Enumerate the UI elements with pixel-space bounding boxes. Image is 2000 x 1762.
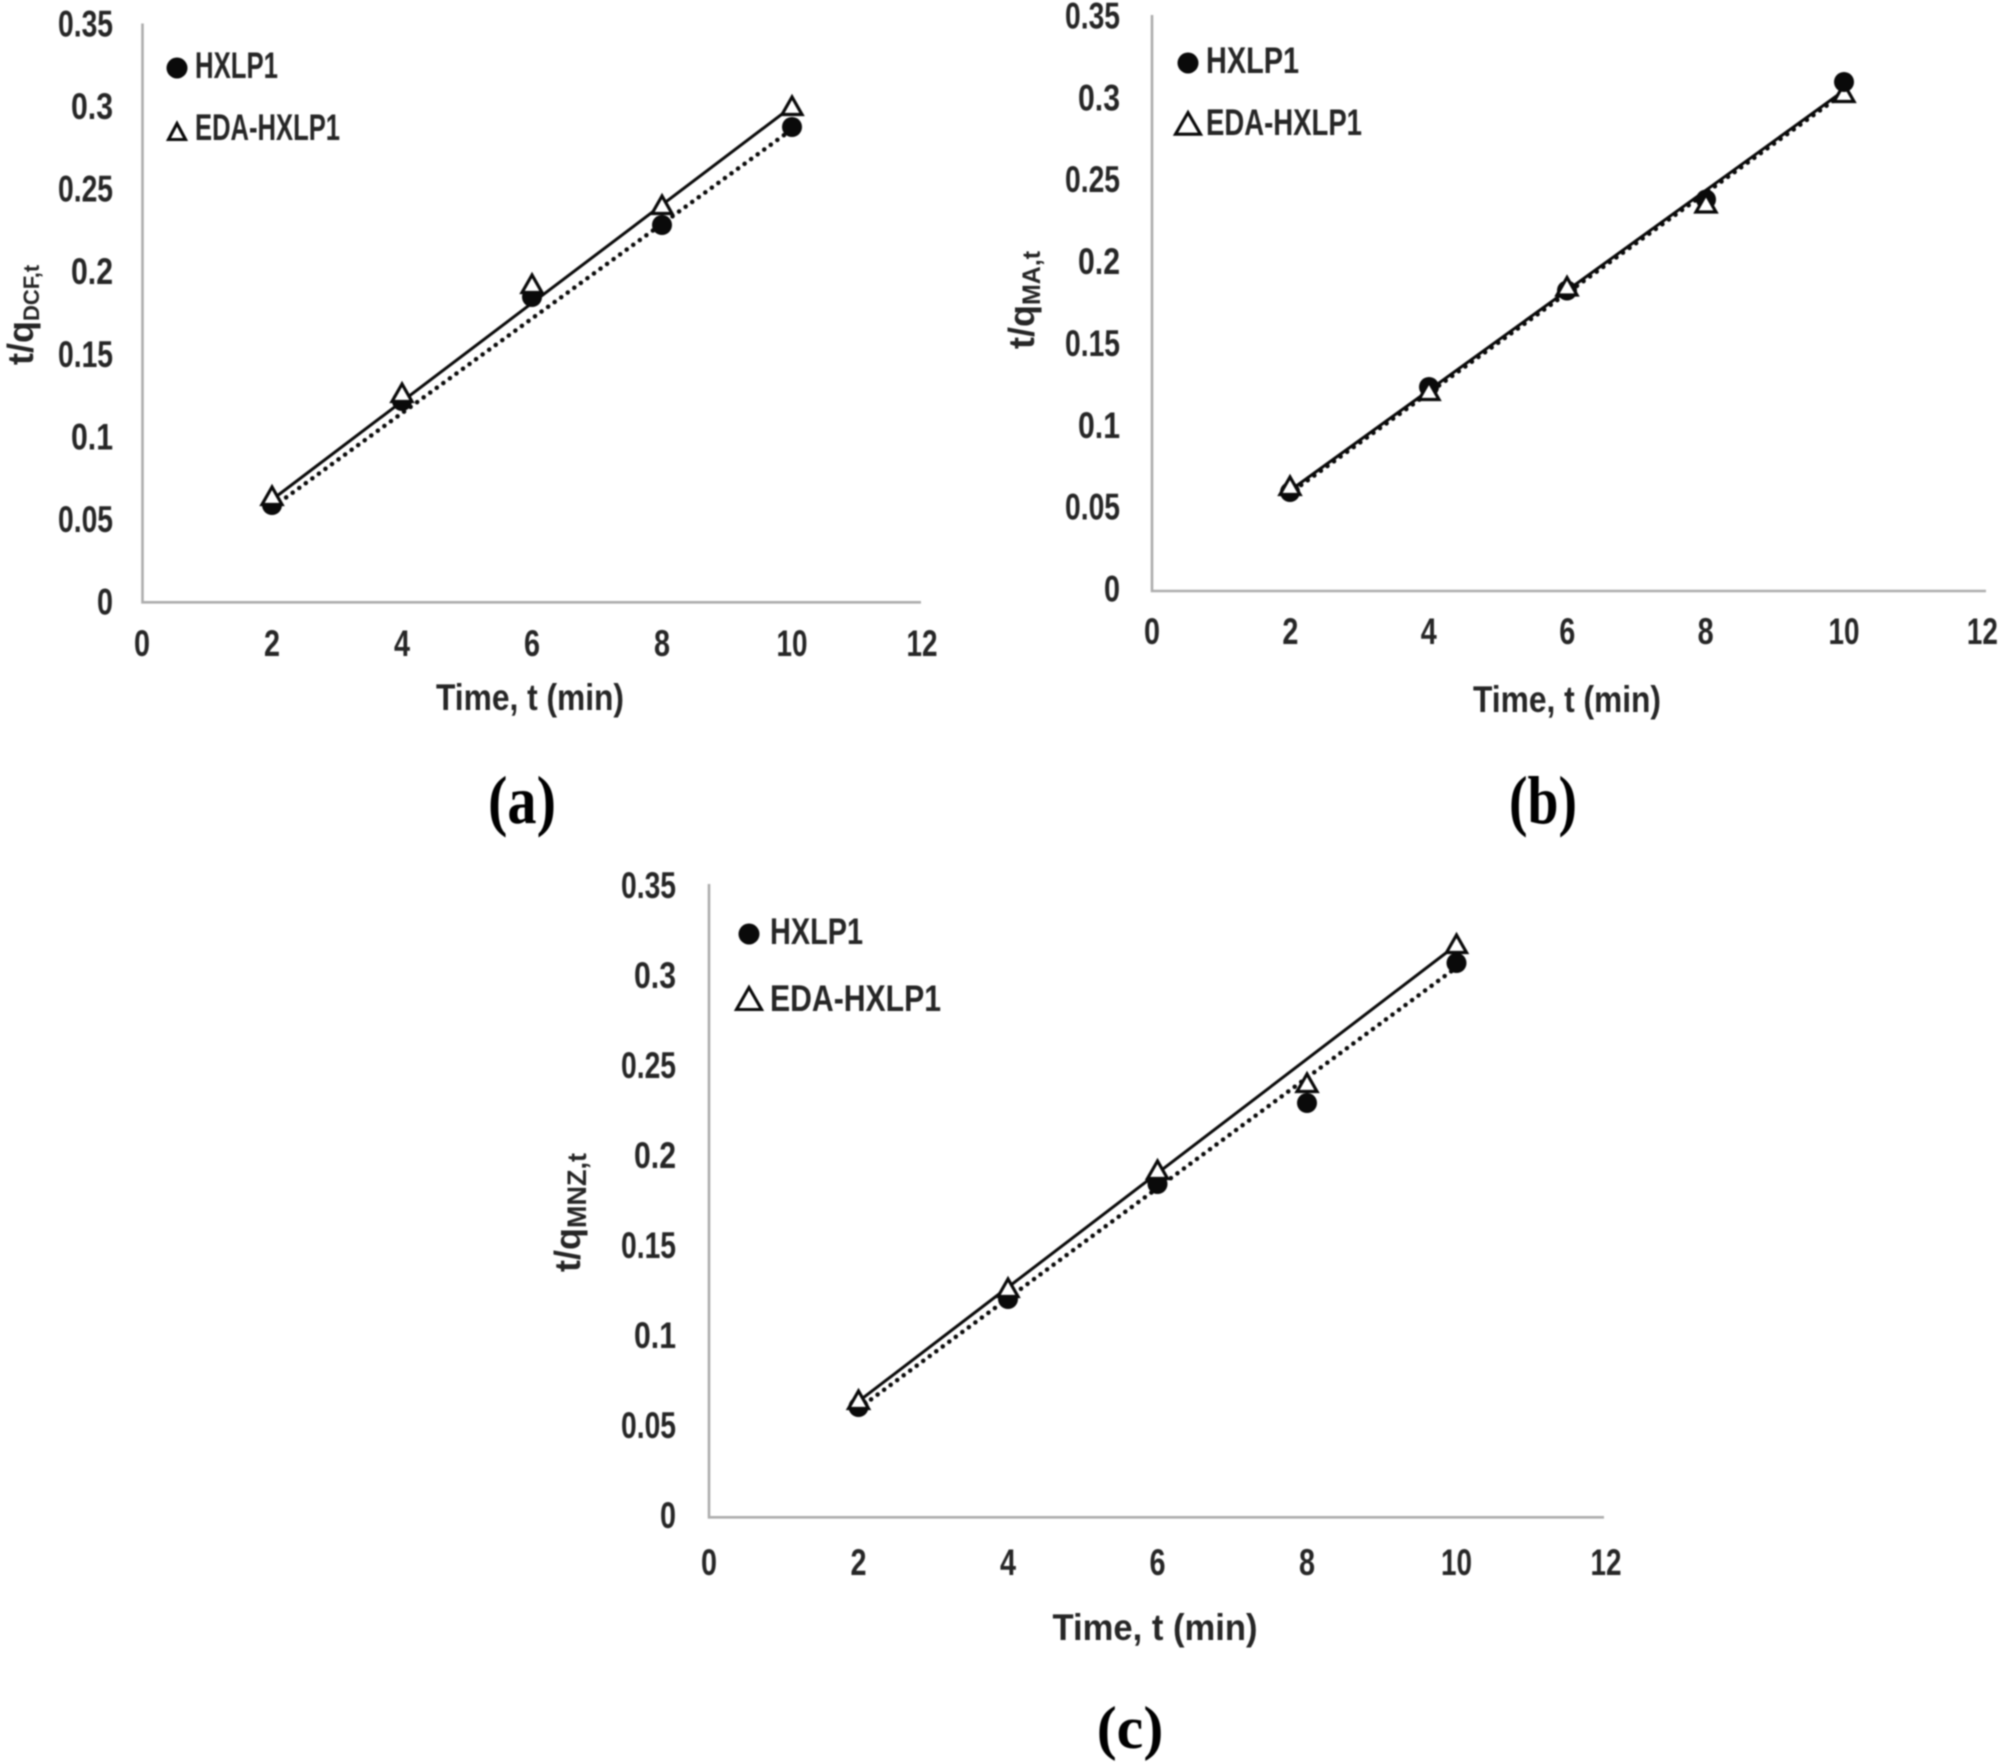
svg-text:0.1: 0.1	[634, 1315, 676, 1356]
svg-text:EDA-HXLP1: EDA-HXLP1	[195, 107, 340, 148]
svg-text:HXLP1: HXLP1	[195, 45, 278, 86]
svg-text:10: 10	[777, 623, 808, 664]
svg-text:0.05: 0.05	[621, 1405, 676, 1446]
svg-text:0.25: 0.25	[621, 1045, 676, 1086]
svg-text:2: 2	[1282, 611, 1298, 652]
svg-text:12: 12	[907, 623, 938, 664]
svg-text:4: 4	[394, 623, 410, 664]
svg-text:0: 0	[134, 623, 150, 664]
svg-text:Time, t (min): Time, t (min)	[1473, 679, 1661, 720]
svg-text:12: 12	[1967, 611, 1998, 652]
svg-text:2: 2	[851, 1542, 867, 1583]
svg-text:0.15: 0.15	[621, 1225, 676, 1266]
svg-text:0.35: 0.35	[621, 865, 676, 906]
svg-text:4: 4	[1421, 611, 1437, 652]
svg-text:10: 10	[1441, 1542, 1472, 1583]
svg-text:0.3: 0.3	[71, 86, 113, 127]
svg-text:10: 10	[1829, 611, 1860, 652]
svg-text:0.25: 0.25	[58, 169, 113, 210]
svg-text:0.1: 0.1	[71, 416, 113, 457]
svg-text:0.15: 0.15	[58, 334, 113, 375]
svg-text:(c): (c)	[1097, 1695, 1164, 1761]
svg-text:EDA-HXLP1: EDA-HXLP1	[1206, 102, 1362, 143]
svg-text:HXLP1: HXLP1	[1206, 40, 1299, 81]
svg-text:0.05: 0.05	[58, 499, 113, 540]
svg-text:0.1: 0.1	[1078, 405, 1120, 446]
svg-text:8: 8	[654, 623, 670, 664]
svg-text:0.3: 0.3	[634, 955, 676, 996]
svg-text:8: 8	[1698, 611, 1714, 652]
svg-text:t/qDCF,t: t/qDCF,t	[0, 264, 44, 365]
svg-text:4: 4	[1000, 1542, 1016, 1583]
svg-text:6: 6	[1150, 1542, 1166, 1583]
svg-text:0.35: 0.35	[1065, 0, 1120, 37]
svg-text:0.35: 0.35	[58, 4, 113, 45]
svg-text:12: 12	[1591, 1542, 1622, 1583]
svg-text:0: 0	[97, 582, 113, 623]
svg-text:0.2: 0.2	[634, 1135, 676, 1176]
svg-text:(b): (b)	[1509, 762, 1577, 838]
svg-text:0: 0	[1144, 611, 1160, 652]
svg-text:8: 8	[1299, 1542, 1315, 1583]
svg-text:0.05: 0.05	[1065, 487, 1120, 528]
svg-text:0: 0	[1104, 569, 1120, 610]
svg-text:0: 0	[660, 1495, 676, 1536]
svg-text:6: 6	[524, 623, 540, 664]
svg-text:Time, t (min): Time, t (min)	[1053, 1607, 1258, 1648]
svg-text:Time, t (min): Time, t (min)	[436, 677, 624, 718]
svg-text:0.2: 0.2	[71, 251, 113, 292]
svg-text:t/qMA,t: t/qMA,t	[1001, 250, 1046, 349]
svg-text:t/qMNZ,t: t/qMNZ,t	[547, 1153, 592, 1272]
svg-text:0.3: 0.3	[1078, 77, 1120, 118]
svg-text:(a): (a)	[488, 762, 556, 838]
svg-text:0: 0	[701, 1542, 717, 1583]
svg-text:2: 2	[264, 623, 280, 664]
svg-text:EDA-HXLP1: EDA-HXLP1	[770, 978, 941, 1019]
svg-text:6: 6	[1559, 611, 1575, 652]
svg-text:0.25: 0.25	[1065, 159, 1120, 200]
svg-text:0.15: 0.15	[1065, 323, 1120, 364]
svg-text:HXLP1: HXLP1	[770, 911, 863, 952]
svg-text:0.2: 0.2	[1078, 241, 1120, 282]
